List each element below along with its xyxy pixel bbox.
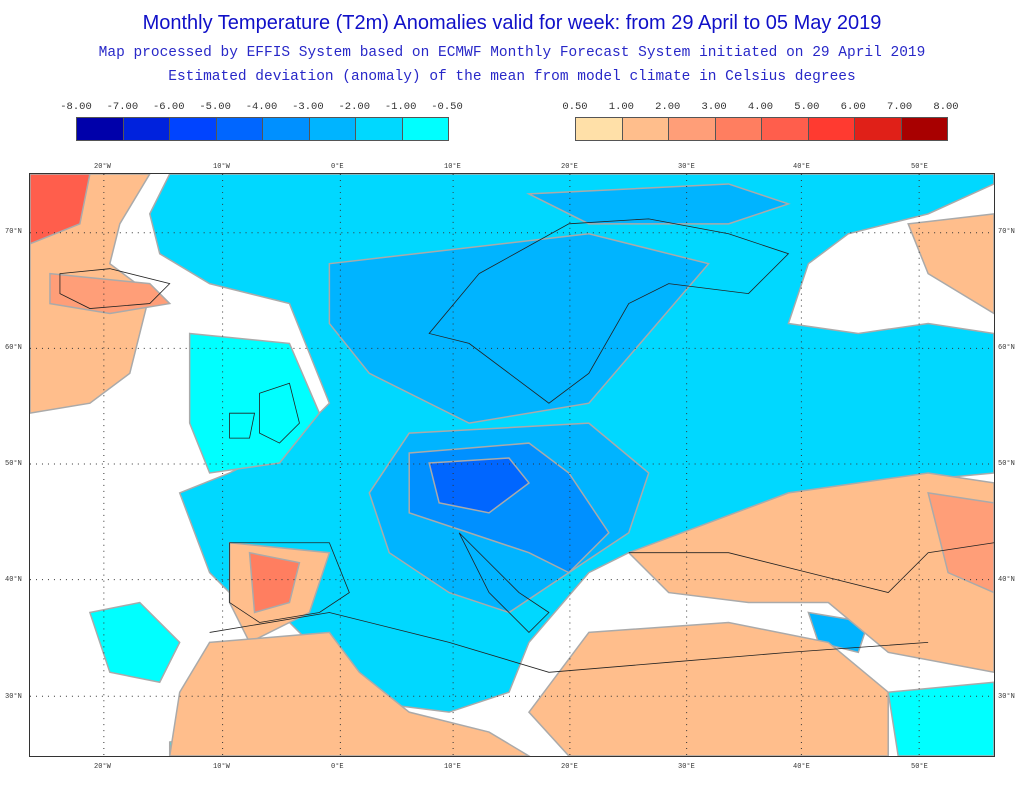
latitude-label: 30°N <box>998 693 1015 701</box>
cold-legend-label: -2.00 <box>338 101 371 113</box>
longitude-label: 50°E <box>911 763 928 771</box>
warm-legend-label: 7.00 <box>887 101 913 113</box>
cold-legend-label: -4.00 <box>245 101 278 113</box>
longitude-label: 20°E <box>561 163 578 171</box>
warm-legend-label: 2.00 <box>655 101 681 113</box>
latitude-label: 50°N <box>5 460 22 468</box>
latitude-label: 40°N <box>998 576 1015 584</box>
longitude-label: 30°E <box>678 163 695 171</box>
warm-legend-label: 3.00 <box>701 101 727 113</box>
longitude-label: 10°E <box>444 763 461 771</box>
longitude-label: 10°W <box>213 163 230 171</box>
longitude-label: 10°W <box>213 763 230 771</box>
warm-legend-label: 0.50 <box>562 101 588 113</box>
graticule <box>30 174 994 756</box>
longitude-label: 20°W <box>94 163 111 171</box>
coastlines <box>59 218 994 673</box>
warm-legend-label: 1.00 <box>608 101 634 113</box>
latitude-label: 70°N <box>998 228 1015 236</box>
cold-legend-swatch <box>123 118 170 140</box>
cold-colorbar <box>76 117 449 141</box>
cold-legend-label: -5.00 <box>199 101 231 113</box>
cold-anomaly-region <box>88 174 994 756</box>
anomaly-map <box>29 173 995 757</box>
cold-legend-label: -1.00 <box>384 101 417 113</box>
longitude-label: 50°E <box>911 163 928 171</box>
latitude-label: 60°N <box>5 344 22 352</box>
cold-legend-label: -6.00 <box>152 101 185 113</box>
warm-legend-swatch <box>808 118 855 140</box>
warm-anomaly-region <box>30 174 994 756</box>
warm-legend-swatch <box>855 118 902 140</box>
longitude-label: 0°E <box>331 763 344 771</box>
warm-legend-label: 4.00 <box>747 101 774 113</box>
warm-legend-swatch <box>669 118 716 140</box>
warm-legend-swatch <box>762 118 809 140</box>
longitude-label: 20°E <box>561 763 578 771</box>
cold-legend-swatch <box>170 118 217 140</box>
latitude-label: 50°N <box>998 460 1015 468</box>
warm-legend-swatch <box>901 118 947 140</box>
longitude-label: 10°E <box>444 163 461 171</box>
longitude-label: 0°E <box>331 163 344 171</box>
cold-legend-swatch <box>356 118 403 140</box>
longitude-label: 30°E <box>678 763 695 771</box>
cold-legend-label: -8.00 <box>60 101 92 113</box>
cold-legend-swatch <box>216 118 263 140</box>
cold-legend-label: -0.50 <box>431 101 463 113</box>
map-title: Monthly Temperature (T2m) Anomalies vali… <box>142 12 882 34</box>
warm-legend-swatch <box>622 118 669 140</box>
cold-legend-label: -3.00 <box>292 101 324 113</box>
latitude-label: 30°N <box>5 693 22 701</box>
longitude-label: 20°W <box>94 763 111 771</box>
warm-colorbar <box>575 117 948 141</box>
warm-legend-label: 5.00 <box>794 101 820 113</box>
cold-legend-swatch <box>263 118 310 140</box>
cold-legend-swatch <box>309 118 356 140</box>
map-description: Estimated deviation (anomaly) of the mea… <box>168 69 856 85</box>
cold-legend-label: -7.00 <box>106 101 139 113</box>
cold-legend-swatch <box>77 118 124 140</box>
cold-legend-swatch <box>402 118 448 140</box>
map-subtitle: Map processed by EFFIS System based on E… <box>98 45 926 61</box>
warm-legend-swatch <box>576 118 623 140</box>
longitude-label: 40°E <box>793 163 810 171</box>
warm-legend-label: 8.00 <box>933 101 959 113</box>
warm-legend-swatch <box>715 118 762 140</box>
warm-legend-label: 6.00 <box>840 101 866 113</box>
latitude-label: 70°N <box>5 228 22 236</box>
longitude-label: 40°E <box>793 763 810 771</box>
latitude-label: 60°N <box>998 344 1015 352</box>
latitude-label: 40°N <box>5 576 22 584</box>
